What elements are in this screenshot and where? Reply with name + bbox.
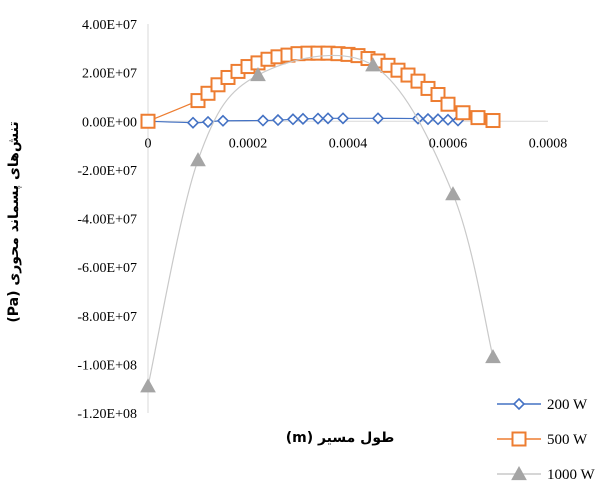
data-point	[286, 113, 300, 126]
legend: 200 W 500 W 1000 W	[497, 397, 595, 483]
data-point	[365, 57, 381, 72]
data-point	[140, 378, 156, 393]
legend-entry: 1000 W	[497, 465, 595, 483]
data-point	[216, 114, 230, 127]
legend-marker	[511, 431, 527, 447]
x-tick-label: 0.0004	[329, 136, 368, 151]
data-point	[321, 112, 335, 125]
y-axis-title: تنش‌های پسماند محوری (Pa)	[6, 121, 22, 322]
data-point	[470, 110, 486, 126]
legend-entry: 500 W	[497, 431, 588, 448]
data-point	[250, 67, 266, 82]
y-tick-label: 2.00E+07	[82, 67, 137, 82]
x-tick-label: 0	[145, 136, 152, 151]
x-tick-label: 0.0008	[529, 136, 568, 151]
series-line	[147, 54, 494, 387]
data-point	[296, 112, 310, 125]
data-point	[186, 116, 200, 129]
series-500-w	[140, 45, 501, 129]
data-point	[256, 114, 270, 127]
data-point	[421, 112, 435, 126]
x-tick-label: 0.0002	[229, 136, 268, 151]
legend-marker	[511, 465, 527, 481]
y-tick-label: -8.00E+07	[77, 310, 137, 325]
legend-entry: 200 W	[497, 397, 588, 413]
y-tick-label: -2.00E+07	[77, 164, 137, 179]
y-tick-label: -1.00E+08	[77, 358, 137, 373]
x-axis-title: طول مسیر (m)	[286, 430, 395, 446]
y-tick-label: -4.00E+07	[77, 213, 137, 228]
data-point	[440, 96, 456, 112]
series-1000-w	[140, 54, 501, 393]
data-point	[271, 113, 285, 127]
legend-label: 200 W	[547, 397, 588, 413]
x-tick-label: 0.0006	[429, 136, 468, 151]
legend-label: 1000 W	[547, 467, 595, 483]
y-tick-label: 0.00E+00	[82, 115, 137, 130]
tick-labels: 4.00E+07 2.00E+07 0.00E+00 -2.00E+07 -4.00E+…	[77, 18, 567, 422]
legend-marker	[512, 397, 526, 411]
data-point	[371, 112, 385, 125]
data-point	[455, 105, 471, 121]
data-point	[485, 349, 501, 364]
data-point	[311, 112, 325, 125]
data-point	[336, 112, 350, 125]
y-tick-label: -1.20E+08	[77, 407, 137, 422]
series-layer	[140, 45, 501, 393]
data-point	[140, 113, 156, 129]
data-point	[431, 113, 445, 126]
data-point	[190, 152, 206, 167]
data-point	[485, 113, 501, 129]
data-point	[201, 115, 215, 129]
legend-label: 500 W	[547, 432, 588, 448]
y-tick-label: 4.00E+07	[82, 18, 137, 33]
y-tick-label: -6.00E+07	[77, 261, 137, 276]
data-point	[445, 186, 461, 201]
data-point	[441, 113, 455, 126]
axes	[147, 24, 548, 413]
